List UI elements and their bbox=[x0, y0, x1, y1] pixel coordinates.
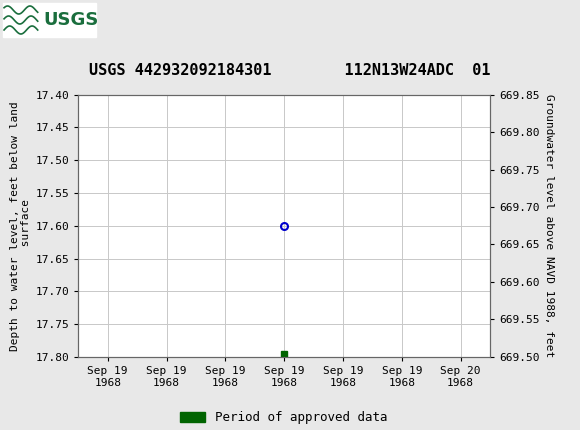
Legend: Period of approved data: Period of approved data bbox=[175, 406, 393, 429]
Y-axis label: Groundwater level above NAVD 1988, feet: Groundwater level above NAVD 1988, feet bbox=[544, 94, 554, 357]
Text: USGS 442932092184301        112N13W24ADC  01: USGS 442932092184301 112N13W24ADC 01 bbox=[89, 64, 491, 78]
Bar bbox=[3, 3, 96, 37]
Text: USGS: USGS bbox=[44, 11, 99, 29]
Y-axis label: Depth to water level, feet below land
 surface: Depth to water level, feet below land su… bbox=[10, 101, 31, 350]
